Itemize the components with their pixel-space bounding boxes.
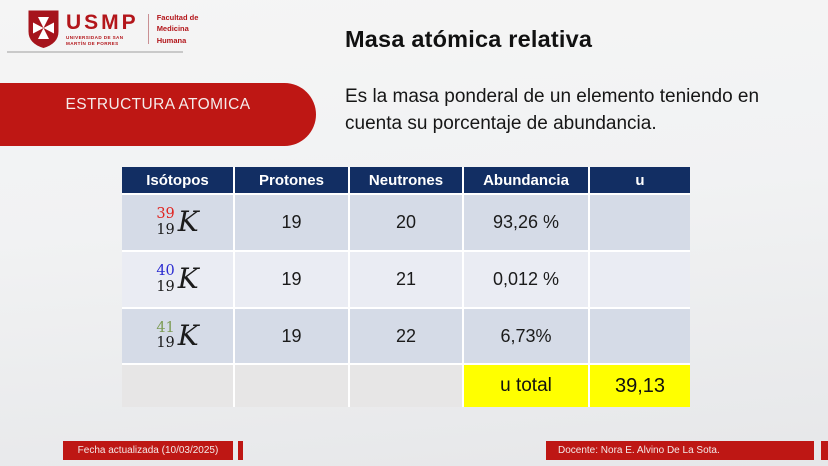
element-symbol: K <box>177 205 199 238</box>
isotope-notation: 40 19 K <box>156 262 198 297</box>
mass-number: 40 <box>156 263 175 280</box>
body-text: Es la masa ponderal de un elemento tenie… <box>345 86 760 134</box>
col-header-u: u <box>590 167 690 193</box>
section-banner-label: ESTRUCTURA ATOMICA <box>65 96 251 113</box>
u-total-label: u total <box>464 365 588 407</box>
page-title: Masa atómica relativa <box>345 26 593 52</box>
section-banner: ESTRUCTURA ATOMICA <box>0 83 316 146</box>
logo-underline <box>7 51 183 53</box>
table-row-3-u <box>590 309 690 363</box>
table-row-3-abundancia: 6,73% <box>464 309 588 363</box>
footer-date-box: Fecha actualizada (10/03/2025) <box>63 441 233 460</box>
isotope-notation: 41 19 K <box>156 319 198 354</box>
col-header-protones: Protones <box>235 167 348 193</box>
logo-faculty-name: Facultad de Medicina Humana <box>156 13 199 45</box>
footer-docente-label: Docente: Nora E. Alvino De La Sota. <box>558 445 720 456</box>
usmp-logo: USMP UNIVERSIDAD DE SAN MARTÍN DE PORRES… <box>27 5 207 49</box>
logo-divider <box>147 14 149 44</box>
usmp-shield-cross-icon <box>27 5 60 49</box>
table-row-2-abundancia: 0,012 % <box>464 252 588 307</box>
total-row-empty-2 <box>235 365 348 407</box>
table-row-3-neutrones: 22 <box>350 309 462 363</box>
mass-number: 41 <box>156 319 175 336</box>
col-header-neutrones: Neutrones <box>350 167 462 193</box>
table-row-1-abundancia: 93,26 % <box>464 195 588 250</box>
table-row-2-protones: 19 <box>235 252 348 307</box>
logo-acronym: USMP <box>66 10 139 34</box>
table-row-1-isotope: 39 19 K <box>122 195 233 250</box>
table-row-2-u <box>590 252 690 307</box>
element-symbol: K <box>177 262 199 295</box>
isotope-table: Isótopos Protones Neutrones Abundancia u… <box>122 167 690 407</box>
mass-number: 39 <box>156 206 175 223</box>
logo-university-name: UNIVERSIDAD DE SAN MARTÍN DE PORRES <box>66 34 124 46</box>
table-row-1-neutrones: 20 <box>350 195 462 250</box>
col-header-isotopos: Isótopos <box>122 167 233 193</box>
total-row-empty-1 <box>122 365 233 407</box>
atomic-number: 19 <box>156 335 175 351</box>
footer-docente-box: Docente: Nora E. Alvino De La Sota. <box>546 441 814 460</box>
table-row-2-isotope: 40 19 K <box>122 252 233 307</box>
u-total-value: 39,13 <box>590 365 690 407</box>
footer-left-accent-bar <box>238 441 243 460</box>
isotope-notation: 39 19 K <box>156 205 198 240</box>
table-row-2-neutrones: 21 <box>350 252 462 307</box>
table-row-1-u <box>590 195 690 250</box>
total-row-empty-3 <box>350 365 462 407</box>
col-header-abundancia: Abundancia <box>464 167 588 193</box>
table-row-3-isotope: 41 19 K <box>122 309 233 363</box>
atomic-number: 19 <box>156 221 175 238</box>
footer-date-label: Fecha actualizada (10/03/2025) <box>77 445 219 456</box>
atomic-number: 19 <box>156 278 175 295</box>
element-symbol: K <box>177 318 199 352</box>
table-row-1-protones: 19 <box>235 195 348 250</box>
footer-right-accent-bar <box>821 441 828 460</box>
table-row-3-protones: 19 <box>235 309 348 363</box>
